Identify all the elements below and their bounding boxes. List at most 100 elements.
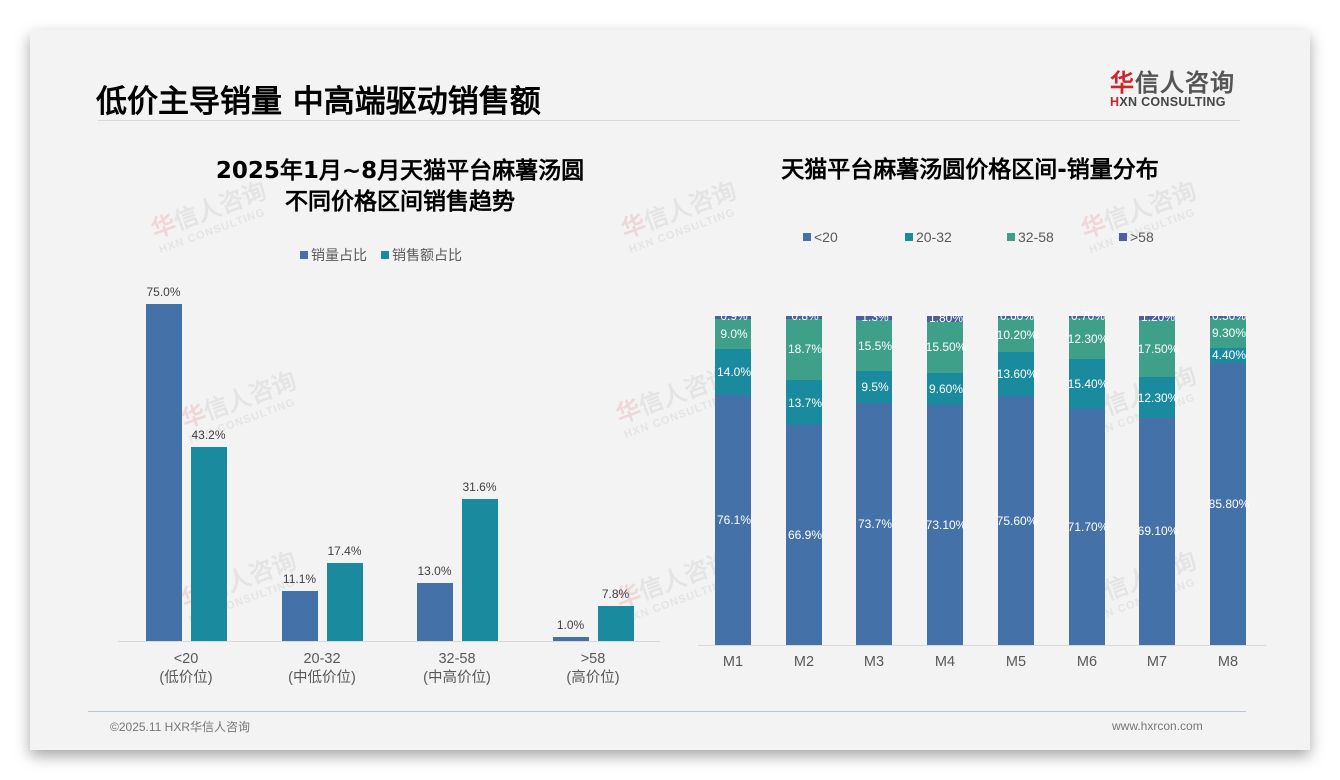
segment-value-label: 15.5% <box>857 338 893 353</box>
segment-lt20 <box>856 402 892 645</box>
segment-value-label: 14.0% <box>716 364 752 379</box>
bar-sales-value <box>326 562 363 641</box>
category-tier: (中低价位) <box>288 670 356 686</box>
category-label: <20 (低价位) <box>131 650 241 688</box>
bar-sales-volume <box>281 591 318 641</box>
segment-value-label: 9.60% <box>928 381 964 396</box>
legend-swatch-icon <box>1119 233 1127 241</box>
segment-value-label: 9.5% <box>861 379 889 394</box>
bar-value-label: 43.2% <box>191 428 226 443</box>
left-chart-legend: 销量占比 销售额占比 <box>300 245 462 265</box>
category-label: >58 (高价位) <box>538 650 648 688</box>
logo-en-first: H <box>1110 95 1120 109</box>
segment-value-label: 13.60% <box>996 366 1038 381</box>
segment-value-label: 17.50% <box>1137 341 1179 356</box>
segment-value-label: 0.60% <box>999 309 1035 323</box>
segment-gt58 <box>998 316 1034 318</box>
legend-item-sales-value: 销售额占比 <box>381 245 462 265</box>
legend-swatch-icon <box>1007 233 1015 241</box>
month-label: M4 <box>934 654 956 670</box>
logo-cn-first: 华 <box>1110 69 1135 97</box>
segment-32-58 <box>1069 318 1105 359</box>
segment-20-32 <box>715 348 751 395</box>
stacked-bar-m6: 71.70% 15.40% 12.30% 0.70% <box>1068 309 1108 645</box>
segment-20-32 <box>1139 377 1175 418</box>
segment-value-label: 9.0% <box>720 326 748 341</box>
segment-value-label: 12.30% <box>1067 331 1109 346</box>
month-label: M7 <box>1146 654 1168 670</box>
bar-value-label: 31.6% <box>462 480 497 495</box>
bar-sales-volume <box>552 636 589 641</box>
month-label: M8 <box>1217 654 1239 670</box>
category-tier: (高价位) <box>566 670 620 686</box>
stacked-bar-m3: 73.7% 9.5% 15.5% 1.3% <box>856 310 892 645</box>
segment-lt20 <box>998 396 1034 645</box>
segment-value-label: 1.80% <box>928 310 964 325</box>
segment-value-label: 76.1% <box>716 512 752 527</box>
segment-gt58 <box>786 316 822 319</box>
bar-sales-volume <box>416 582 453 641</box>
month-label: M6 <box>1076 654 1098 670</box>
company-logo: 华信人咨询 HXN CONSULTING <box>1110 63 1250 113</box>
segment-value-label: 18.7% <box>787 342 823 357</box>
title-divider <box>98 120 1240 121</box>
segment-lt20 <box>715 394 751 645</box>
month-label: M1 <box>722 654 744 670</box>
legend-swatch-icon <box>381 251 389 259</box>
segment-20-32 <box>927 372 963 405</box>
segment-value-label: 4.40% <box>1211 348 1247 363</box>
segment-lt20 <box>927 404 963 645</box>
segment-lt20 <box>1069 409 1105 645</box>
segment-32-58 <box>786 318 822 381</box>
segment-value-label: 71.70% <box>1067 520 1109 535</box>
segment-value-label: 15.50% <box>925 340 967 355</box>
bar-sales-value <box>597 605 634 641</box>
category-tier: (低价位) <box>159 670 213 686</box>
bar-value-label: 11.1% <box>282 572 317 587</box>
segment-gt58 <box>927 316 963 322</box>
logo-cn-rest: 信人咨询 <box>1135 69 1235 97</box>
segment-value-label: 9.30% <box>1211 325 1247 340</box>
segment-value-label: 66.9% <box>787 528 823 543</box>
month-label: M2 <box>793 654 815 670</box>
bar-sales-value <box>461 499 498 641</box>
segment-gt58 <box>856 316 892 321</box>
category-label: 20-32 (中低价位) <box>267 650 377 688</box>
segment-value-label: 10.20% <box>996 327 1038 342</box>
logo-en: HXN CONSULTING <box>1110 95 1226 109</box>
bar-sales-value <box>190 447 227 641</box>
legend-label: 销量占比 <box>311 247 367 263</box>
bar-sales-volume <box>145 304 182 641</box>
segment-32-58 <box>856 320 892 372</box>
right-chart-legend: <20 20-32 32-58 >58 <box>803 229 1154 245</box>
segment-gt58 <box>1210 316 1246 318</box>
segment-value-label: 85.80% <box>1208 496 1250 511</box>
bar-value-label: 1.0% <box>556 617 585 632</box>
segment-32-58 <box>998 318 1034 352</box>
segment-value-label: 15.40% <box>1067 377 1109 392</box>
segment-value-label: 69.10% <box>1137 524 1179 539</box>
segment-20-32 <box>1210 348 1246 363</box>
segment-32-58 <box>927 321 963 373</box>
segment-32-58 <box>715 318 751 349</box>
footer-copyright: ©2025.11 HXR华信人咨询 <box>110 720 250 734</box>
segment-32-58 <box>1210 317 1246 349</box>
legend-label: 20-32 <box>916 229 952 245</box>
segment-lt20 <box>786 425 822 645</box>
segment-value-label: 73.7% <box>857 516 893 531</box>
stacked-bar-m4: 73.10% 9.60% 15.50% 1.80% <box>926 311 966 645</box>
left-chart-title: 2025年1月~8月天猫平台麻薯汤圆 不同价格区间销售趋势 <box>140 156 660 218</box>
logo-en-rest: XN CONSULTING <box>1119 95 1226 109</box>
left-chart-x-axis <box>118 641 660 642</box>
segment-value-label: 0.9% <box>720 309 748 324</box>
category-range: 32-58 <box>438 651 476 667</box>
month-label: M3 <box>863 654 885 670</box>
bar-value-label: 17.4% <box>327 543 362 558</box>
left-chart-title-line1: 2025年1月~8月天猫平台麻薯汤圆 <box>215 158 585 184</box>
legend-label: 销售额占比 <box>392 247 462 263</box>
stacked-bar-m2: 66.9% 13.7% 18.7% 0.8% <box>786 309 822 645</box>
category-label: 32-58 (中高价位) <box>402 650 512 688</box>
segment-lt20 <box>1139 417 1175 645</box>
legend-item-20-32: 20-32 <box>905 229 1007 245</box>
bar-value-label: 13.0% <box>417 563 452 578</box>
